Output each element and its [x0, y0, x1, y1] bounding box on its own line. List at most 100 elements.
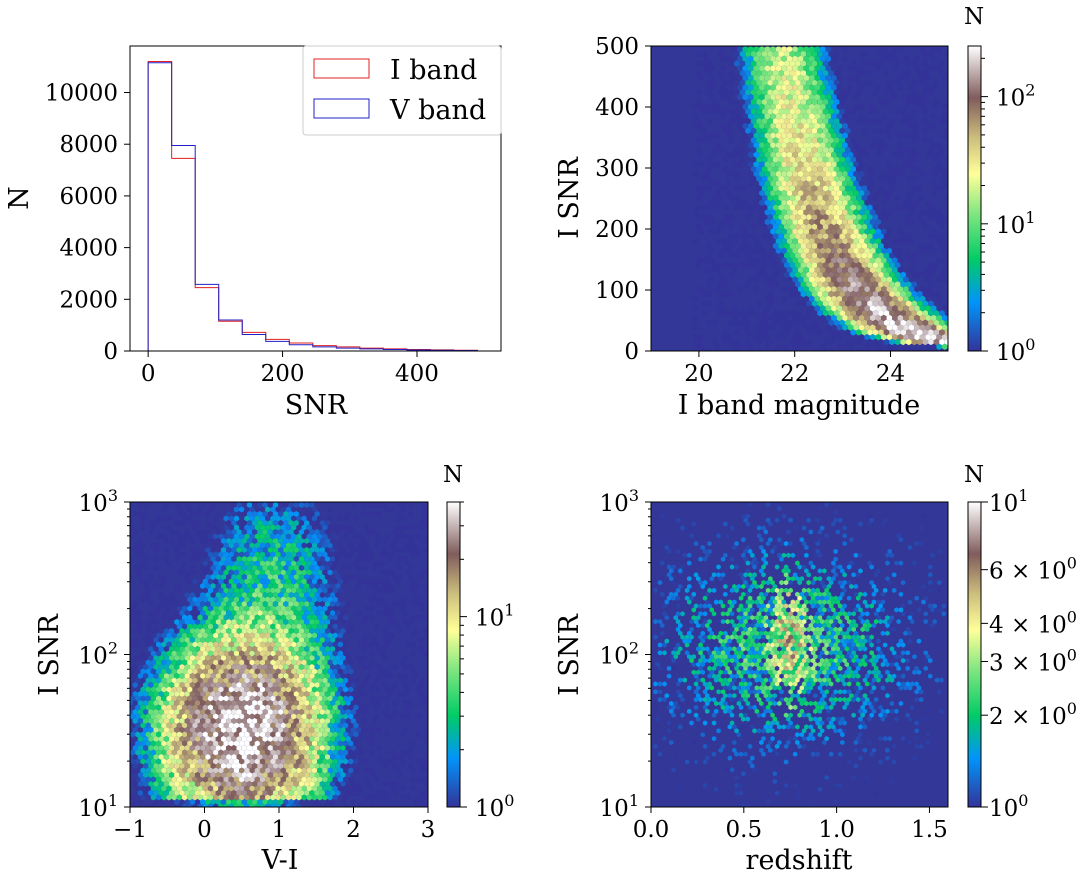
color-hexbin-cell — [197, 722, 203, 729]
color-hexbin-cell — [137, 673, 143, 679]
color-hexbin-cell — [311, 758, 318, 765]
color-hexbin-cell — [317, 722, 323, 729]
color-hexbin-cell — [244, 677, 250, 684]
color-hexbin-cell — [293, 583, 299, 589]
color-hexbin-cell — [182, 713, 188, 720]
mag-hexbin-cell — [756, 89, 762, 96]
mag-cb-tick-label: 101 — [996, 208, 1035, 239]
color-hexbin-cell — [202, 641, 208, 648]
color-hexbin-cell — [150, 542, 156, 549]
mag-hexbin-cell — [894, 166, 901, 173]
mag-hexbin-cell — [811, 223, 818, 230]
mag-hexbin-cell — [839, 223, 845, 230]
mag-hexbin-cell — [700, 214, 707, 221]
mag-hexbin-cell — [728, 310, 735, 317]
mag-hexbin-cell — [803, 170, 809, 178]
color-hexbin-cell — [145, 677, 151, 684]
color-hexbin-cell — [369, 731, 375, 738]
color-hexbin-cell — [249, 659, 255, 666]
color-hexbin-cell — [187, 605, 193, 612]
mag-hexbin-cell — [922, 310, 929, 317]
mag-hexbin-cell — [692, 305, 699, 312]
color-hexbin-cell — [353, 731, 359, 738]
color-hexbin-cell — [176, 632, 182, 639]
color-hexbin-cell — [246, 655, 253, 661]
color-hexbin-cell — [314, 520, 320, 526]
mag-hexbin-cell — [831, 286, 837, 293]
color-hexbin-cell — [223, 704, 229, 711]
mag-hexbin-cell — [703, 132, 710, 139]
mag-hexbin-cell — [892, 55, 898, 62]
color-hexbin-cell — [361, 565, 367, 571]
color-hexbin-cell — [275, 542, 281, 549]
mag-hexbin-cell — [900, 108, 906, 115]
mag-hexbin-cell — [847, 74, 854, 82]
mag-hexbin-cell — [797, 286, 804, 293]
mag-hexbin-cell — [811, 290, 818, 298]
mag-hexbin-cell — [714, 343, 721, 350]
mag-hexbin-cell — [772, 185, 779, 192]
mag-hexbin-cell — [886, 324, 893, 331]
mag-cb-tick-label: 100 — [996, 335, 1035, 366]
hist-legend-box — [302, 45, 502, 136]
color-hexbin-cell — [195, 547, 201, 553]
mag-hexbin-cell — [908, 238, 915, 245]
mag-hexbin-cell — [833, 242, 840, 250]
mag-hexbin-cell — [878, 185, 884, 192]
color-hexbin-cell — [400, 785, 406, 792]
mag-hexbin-cell — [831, 247, 837, 254]
mag-hexbin-cell — [856, 204, 862, 211]
mag-hexbin-cell — [917, 185, 923, 192]
color-hexbin-cell — [182, 668, 188, 675]
color-hexbin-cell — [130, 718, 133, 724]
mag-hexbin-cell — [795, 214, 801, 221]
mag-hexbin-cell — [714, 266, 721, 274]
mag-hexbin-cell — [723, 79, 729, 86]
color-hexbin-cell — [345, 601, 351, 607]
color-hexbin-cell — [156, 749, 162, 756]
mag-hexbin-cell — [772, 137, 779, 144]
color-hexbin-cell — [249, 542, 255, 549]
mag-hexbin-cell — [717, 194, 724, 202]
color-hexbin-cell — [231, 610, 237, 616]
color-hexbin-cell — [202, 668, 208, 675]
color-hexbin-cell — [207, 659, 214, 666]
color-hexbin-cell — [397, 529, 403, 535]
color-hexbin-cell — [249, 650, 255, 657]
color-hexbin-cell — [252, 682, 258, 688]
color-hexbin-cell — [205, 709, 211, 715]
color-hexbin-cell — [332, 596, 338, 603]
color-hexbin-cell — [189, 511, 195, 517]
mag-hexbin-cell — [828, 233, 834, 240]
mag-hexbin-cell — [900, 348, 906, 351]
mag-hexbin-cell — [869, 247, 876, 254]
color-hexbin-cell — [195, 520, 201, 526]
color-hexbin-cell — [348, 668, 354, 675]
mag-hexbin-cell — [833, 310, 840, 317]
mag-hexbin-cell — [853, 218, 859, 226]
color-hexbin-cell — [132, 700, 138, 706]
mag-hexbin-cell — [847, 142, 854, 149]
color-hexbin-cell — [343, 785, 349, 792]
mag-hexbin-cell — [833, 50, 840, 58]
color-hexbin-cell — [337, 677, 343, 684]
mag-hexbin-cell — [772, 319, 779, 326]
color-hexbin-cell — [213, 623, 219, 630]
mag-hexbin-cell — [756, 348, 762, 351]
color-hexbin-cell — [140, 713, 146, 720]
color-hexbin-cell — [304, 628, 310, 634]
mag-hexbin-cell — [792, 132, 798, 139]
color-hexbin-cell — [382, 781, 388, 787]
color-hexbin-cell — [353, 740, 359, 747]
color-hexbin-cell — [223, 569, 229, 576]
color-hexbin-cell — [343, 695, 349, 702]
color-hexbin-cell — [285, 542, 292, 549]
mag-hexbin-cell — [761, 204, 768, 211]
mag-hexbin-cell — [828, 137, 834, 144]
mag-hexbin-cell — [914, 314, 920, 322]
mag-hexbin-cell — [822, 89, 829, 96]
color-hexbin-cell — [236, 583, 242, 589]
mag-hexbin-cell — [767, 175, 773, 182]
mag-hexbin-cell — [811, 146, 818, 154]
color-hexbin-cell — [163, 655, 169, 661]
